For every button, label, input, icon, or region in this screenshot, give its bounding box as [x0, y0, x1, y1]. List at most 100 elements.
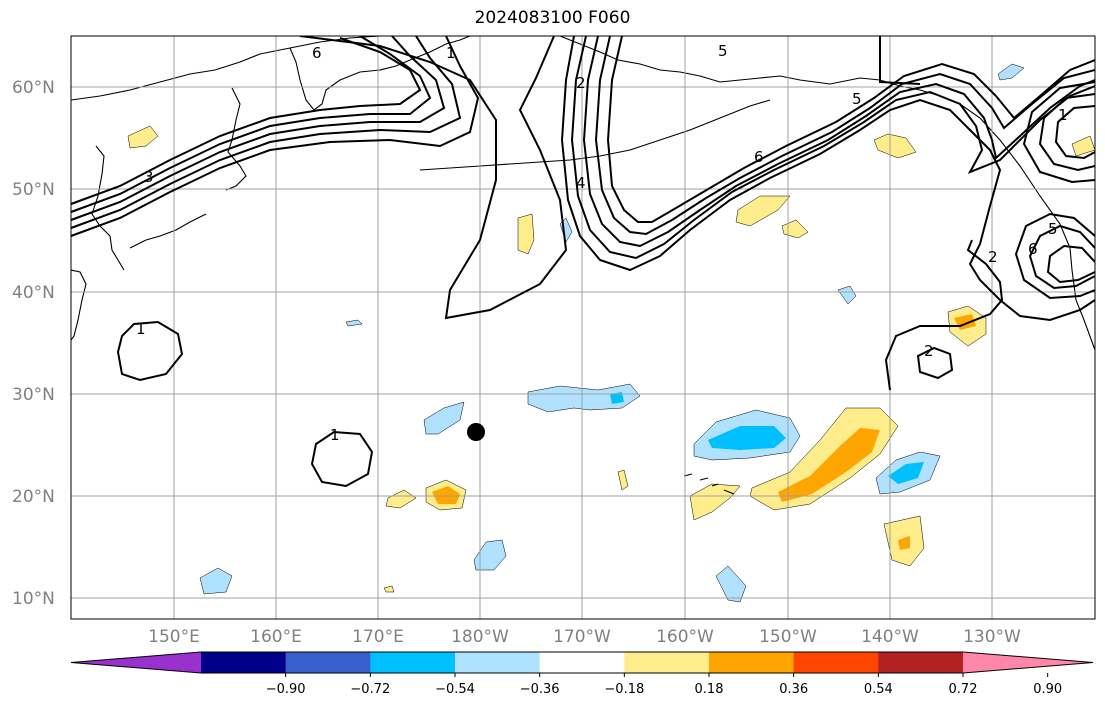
contour-line — [1046, 244, 1095, 284]
contour-label: 6 — [1028, 240, 1038, 258]
contour-label: 6 — [754, 148, 764, 166]
anomaly-patch-negative — [199, 567, 233, 595]
colorbar-tick-label: −0.18 — [604, 682, 644, 697]
coastline-okhotsk — [225, 87, 247, 191]
contour-label: 5 — [852, 90, 862, 108]
anomaly-patch-positive — [778, 428, 880, 502]
contour-label: 5 — [1048, 220, 1058, 238]
colorbar-tick-label: 0.18 — [695, 682, 724, 697]
contour-line — [1038, 93, 1095, 172]
colorbar-extend-high — [963, 652, 1093, 673]
contour-label: 6 — [312, 44, 322, 62]
contour-line — [606, 36, 1095, 223]
coastline-hawaii — [683, 473, 735, 495]
colorbar-tick-label: −0.36 — [520, 682, 560, 697]
lon-label-140w: 140°W — [861, 627, 919, 647]
colorbar-tick-label: 0.90 — [1033, 682, 1062, 697]
anomaly-patch-negative — [473, 539, 507, 571]
lat-label-40n: 40°N — [12, 283, 55, 303]
contour-layer — [71, 36, 1095, 488]
lat-label-20n: 20°N — [12, 487, 55, 507]
contour-label: 4 — [576, 174, 586, 192]
lon-label-170w: 170°W — [553, 627, 611, 647]
storm-center-marker — [467, 423, 485, 441]
contour-line — [879, 36, 921, 85]
anomaly-patch-negative — [997, 63, 1025, 81]
anomaly-patch-negative — [345, 319, 363, 327]
colorbar-tick-label: 0.36 — [779, 682, 808, 697]
contour-label: 5 — [718, 42, 728, 60]
colorbar-tick-label: −0.90 — [266, 682, 306, 697]
contour-label: 1 — [136, 320, 146, 338]
lon-label-150w: 150°W — [759, 627, 817, 647]
contour-line — [1054, 105, 1095, 160]
anomaly-patch-positive — [1071, 135, 1095, 157]
colorbar-segment — [370, 652, 456, 673]
anomaly-patch-negative — [715, 565, 747, 603]
anomaly-patch-positive — [735, 195, 791, 227]
contour-label: 1 — [1058, 106, 1068, 124]
contour-line — [71, 36, 480, 237]
colorbar: −0.90 −0.72 −0.54 −0.36 −0.18 0.18 0.36 0.54 0.7… — [70, 651, 1094, 697]
map-frame — [70, 35, 1096, 620]
lon-label-170e: 170°E — [352, 627, 404, 647]
lat-label-50n: 50°N — [12, 180, 55, 200]
anomaly-patch-negative — [888, 462, 924, 484]
contour-label: 2 — [576, 74, 586, 92]
coastline-japan — [71, 269, 87, 341]
anomaly-patch-positive — [898, 536, 910, 550]
contour-line — [884, 239, 1004, 391]
lat-label-30n: 30°N — [12, 385, 55, 405]
contour-line — [116, 320, 184, 382]
contour-line — [1028, 224, 1095, 290]
anomaly-patch-positive — [432, 486, 460, 504]
contour-label: 1 — [446, 44, 456, 62]
anomaly-patch-positive — [517, 213, 535, 255]
anomaly-patch-negative — [423, 401, 465, 435]
contour-line — [71, 36, 446, 221]
lon-label-160e: 160°E — [250, 627, 302, 647]
contour-label: 1 — [330, 426, 340, 444]
anomaly-patch-negative — [527, 383, 641, 413]
contour-line — [570, 36, 1095, 260]
colorbar-segment — [624, 652, 710, 673]
contour-line — [310, 430, 374, 488]
map-background — [71, 36, 1095, 619]
colorbar-segment — [539, 652, 625, 673]
colorbar-outline — [70, 651, 1094, 674]
coastline-kamchatka — [289, 36, 471, 111]
contour-line — [1022, 81, 1095, 184]
contour-line — [71, 37, 422, 205]
coastline-sakhalin — [91, 145, 125, 271]
coastline-kurils — [129, 213, 207, 249]
lon-label-130w: 130°W — [963, 627, 1021, 647]
colorbar-segment — [201, 652, 287, 673]
contour-line — [1014, 212, 1095, 300]
contour-line — [916, 346, 954, 380]
colorbar-tick-label: 0.72 — [949, 682, 978, 697]
colorbar-tick-label: −0.72 — [350, 682, 390, 697]
colorbar-segment — [878, 652, 964, 673]
colorbar-segment — [709, 652, 795, 673]
contour-label: 2 — [924, 342, 934, 360]
lat-label-10n: 10°N — [12, 589, 55, 609]
contour-line — [594, 36, 1095, 236]
colorbar-segment — [793, 652, 879, 673]
contour-label: 2 — [988, 248, 998, 266]
anomaly-patch-negative — [610, 392, 624, 404]
longitude-labels: 150°E 160°E 170°E 180°W 170°W 160°W 150°… — [148, 627, 1021, 647]
lon-label-150e: 150°E — [148, 627, 200, 647]
contour-line — [560, 36, 1095, 322]
anomaly-patch-positive — [873, 133, 917, 159]
colorbar-tick-label: 0.54 — [864, 682, 893, 697]
coastline-alaska — [559, 36, 1095, 351]
contour-label-layer: 6 1 5 2 4 3 6 5 1 2 6 5 1 1 2 — [136, 42, 1068, 444]
contour-line — [299, 36, 568, 320]
contour-line — [71, 36, 432, 213]
anomaly-patch-positive — [689, 483, 741, 521]
coastline-asia — [71, 36, 381, 101]
shaded-anomaly-layer — [127, 63, 1095, 603]
colorbar-segment — [285, 652, 371, 673]
anomaly-patch-positive — [383, 585, 395, 593]
lat-label-60n: 60°N — [12, 78, 55, 98]
